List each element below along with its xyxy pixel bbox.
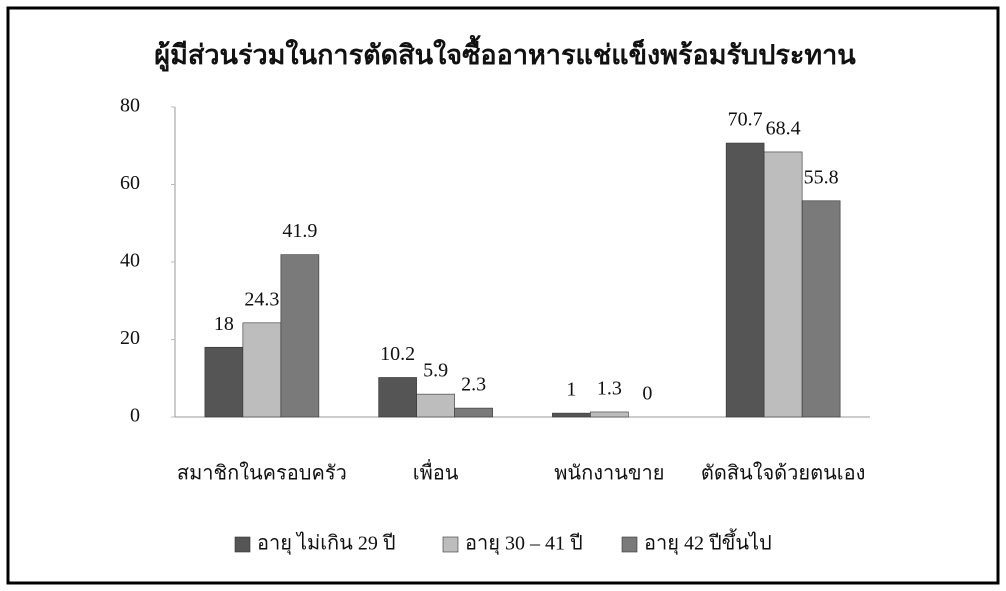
data-label: 5.9 <box>423 360 448 382</box>
data-label: 70.7 <box>728 109 763 131</box>
y-tick-label: 80 <box>120 95 140 117</box>
legend-swatch <box>621 536 638 553</box>
data-label: 55.8 <box>804 166 839 188</box>
bar <box>552 412 591 418</box>
data-label: 10.2 <box>380 343 415 365</box>
legend-swatch <box>442 536 459 553</box>
bar <box>280 254 320 418</box>
data-label: 1.3 <box>597 378 622 400</box>
bar <box>801 200 841 418</box>
data-label: 0 <box>642 383 652 405</box>
y-tick-label: 40 <box>120 250 140 272</box>
data-label: 68.4 <box>766 118 801 140</box>
legend-swatch <box>234 536 251 553</box>
x-tick-label: ตัดสินใจด้วยตนเอง <box>701 462 866 485</box>
data-label: 24.3 <box>244 288 279 310</box>
bar <box>242 322 282 418</box>
y-tick-label: 60 <box>120 172 140 194</box>
data-label: 1 <box>566 379 576 401</box>
bar <box>763 151 803 418</box>
legend-label: อายุ 42 ปีขึ้นไป <box>644 529 772 556</box>
legend-label: อายุ ไม่เกิน 29 ปี <box>257 532 396 556</box>
x-tick-label: สมาชิกในครอบครัว <box>177 462 347 485</box>
data-label: 2.3 <box>461 374 486 396</box>
x-tick-label: เพื่อน <box>413 459 459 485</box>
bar <box>378 377 417 418</box>
bar <box>725 142 765 418</box>
data-label: 41.9 <box>282 220 317 242</box>
y-tick-label: 0 <box>130 405 140 427</box>
bar <box>454 407 493 418</box>
legend-label: อายุ 30 – 41 ปี <box>465 533 583 556</box>
chart-title: ผู้มีส่วนร่วมในการตัดสินใจซื้ออาหารแช่แข… <box>154 34 856 72</box>
bar <box>590 411 629 418</box>
y-tick-label: 20 <box>120 327 140 349</box>
bar <box>416 393 455 418</box>
bar <box>204 346 244 418</box>
chart-frame <box>6 6 1000 585</box>
data-label: 18 <box>214 313 234 335</box>
x-tick-label: พนักงานขาย <box>554 463 664 485</box>
